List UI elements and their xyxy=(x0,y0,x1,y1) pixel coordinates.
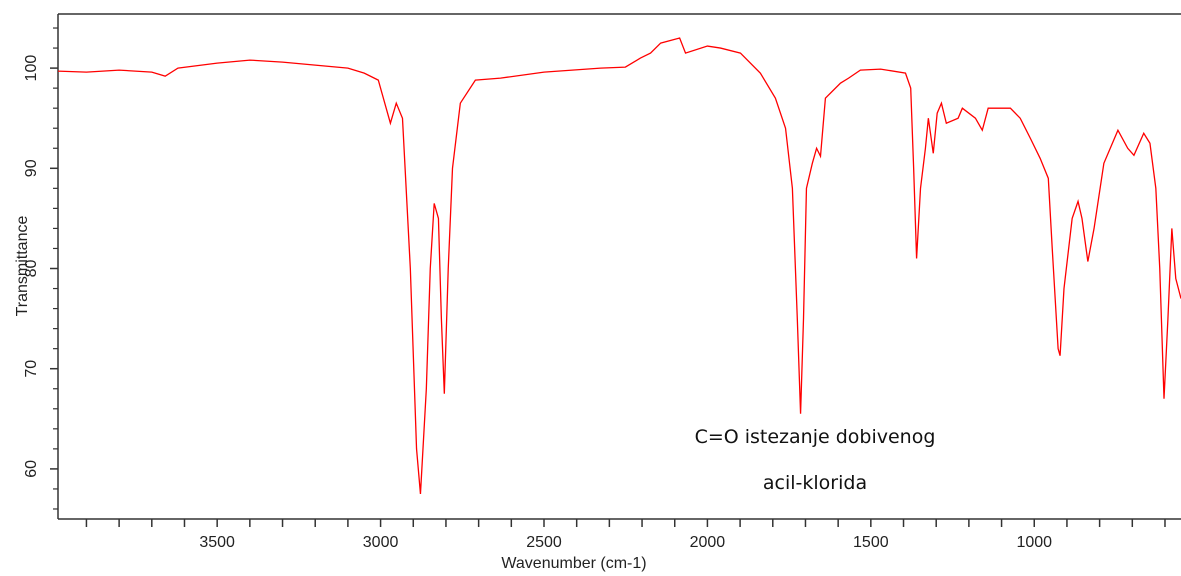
spectrum-line xyxy=(57,37,1181,495)
x-tick-label: 1000 xyxy=(1016,534,1052,551)
x-tick-label: 1500 xyxy=(853,534,889,551)
x-tick-label: 3000 xyxy=(363,534,399,551)
annotation: C=O istezanje dobivenog xyxy=(695,426,936,448)
y-tick-label: 90 xyxy=(23,159,40,177)
x-axis-label: Wavenumber (cm-1) xyxy=(501,555,646,572)
y-axis-label: Transmittance xyxy=(14,216,31,317)
y-tick-label: 80 xyxy=(23,260,40,278)
y-tick-label: 100 xyxy=(23,55,40,82)
x-tick-label: 2000 xyxy=(690,534,726,551)
y-tick-label: 70 xyxy=(23,360,40,378)
annotation: acil-klorida xyxy=(763,472,867,494)
y-tick-label: 60 xyxy=(23,460,40,478)
x-tick-label: 3500 xyxy=(199,534,235,551)
x-tick-label: 2500 xyxy=(526,534,562,551)
